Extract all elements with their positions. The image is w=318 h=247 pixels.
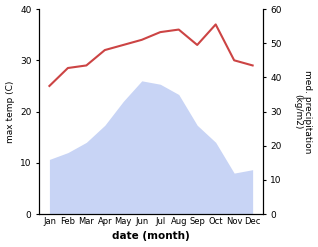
X-axis label: date (month): date (month)	[112, 231, 190, 242]
Y-axis label: max temp (C): max temp (C)	[5, 80, 15, 143]
Y-axis label: med. precipitation
(kg/m2): med. precipitation (kg/m2)	[293, 70, 313, 153]
